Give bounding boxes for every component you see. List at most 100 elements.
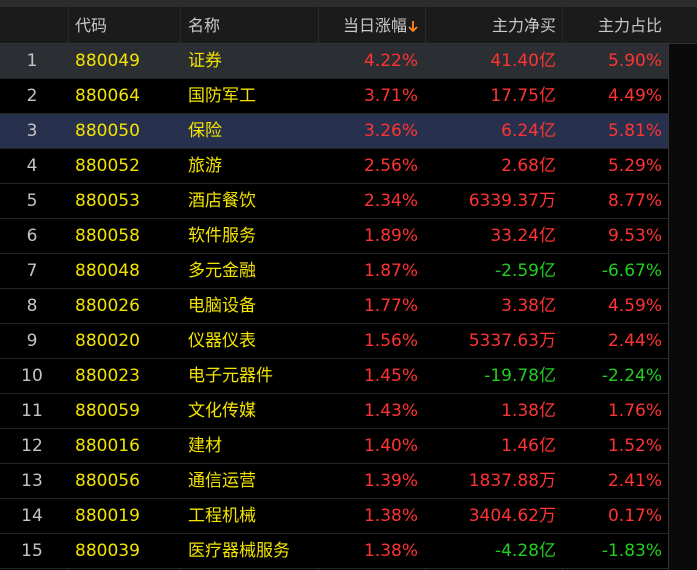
ratio-cell: 4.49% <box>607 86 662 106</box>
code-cell: 880058 <box>75 226 140 246</box>
table-row[interactable] <box>0 44 668 79</box>
net-buy-cell: 3404.62万 <box>468 506 556 526</box>
net-buy-cell: 1837.88万 <box>468 471 556 491</box>
net-buy-cell: 1.46亿 <box>501 436 556 456</box>
row-index-cell: 11 <box>21 401 43 421</box>
code-cell: 880026 <box>75 296 140 316</box>
code-cell: 880049 <box>75 51 140 71</box>
change-cell: 1.40% <box>363 436 418 456</box>
name-cell: 酒店餐饮 <box>188 191 256 211</box>
name-cell: 通信运营 <box>188 471 256 491</box>
name-cell: 保险 <box>188 121 222 141</box>
table-row[interactable] <box>0 394 668 429</box>
code-cell: 880053 <box>75 191 140 211</box>
table-row[interactable] <box>0 324 668 359</box>
header-cell[interactable]: 名称 <box>188 16 221 35</box>
net-buy-cell: 41.40亿 <box>490 51 556 71</box>
sort-arrow <box>408 21 418 33</box>
row-index-cell: 1 <box>26 51 38 71</box>
name-cell: 电脑设备 <box>188 296 256 316</box>
net-buy-cell: 17.75亿 <box>490 86 556 106</box>
ratio-cell: 0.17% <box>607 506 662 526</box>
header-row <box>0 7 697 44</box>
name-cell: 软件服务 <box>188 226 256 246</box>
row-index-cell: 5 <box>26 191 38 211</box>
name-cell: 国防军工 <box>188 86 256 106</box>
table-row[interactable] <box>0 219 668 254</box>
header-cell[interactable]: 当日涨幅 <box>342 16 407 35</box>
change-cell: 1.39% <box>363 471 418 491</box>
table-row[interactable] <box>0 429 668 464</box>
change-cell: 1.56% <box>363 331 418 351</box>
row-index-cell: 4 <box>26 156 38 176</box>
change-cell: 1.43% <box>363 401 418 421</box>
table-row[interactable] <box>0 79 668 114</box>
change-cell: 2.56% <box>363 156 418 176</box>
table-row[interactable] <box>0 499 668 534</box>
code-cell: 880052 <box>75 156 140 176</box>
table-row[interactable] <box>0 149 668 184</box>
code-cell: 880016 <box>75 436 140 456</box>
change-cell: 2.34% <box>363 191 418 211</box>
ratio-cell: -6.67% <box>601 261 662 281</box>
ratio-cell: 2.41% <box>607 471 662 491</box>
code-cell: 880023 <box>75 366 140 386</box>
net-buy-cell: 2.68亿 <box>501 156 556 176</box>
row-index-cell: 3 <box>26 121 38 141</box>
table-row[interactable] <box>0 534 668 569</box>
code-cell: 880039 <box>75 541 140 561</box>
name-cell: 文化传媒 <box>188 401 256 421</box>
code-cell: 880056 <box>75 471 140 491</box>
name-cell: 仪器仪表 <box>188 331 256 351</box>
name-cell: 电子元器件 <box>188 366 273 386</box>
change-cell: 4.22% <box>363 51 418 71</box>
row-index-cell: 12 <box>21 436 43 456</box>
code-cell: 880050 <box>75 121 140 141</box>
net-buy-cell: -2.59亿 <box>495 261 556 281</box>
ratio-cell: 1.76% <box>607 401 662 421</box>
change-cell: 1.38% <box>363 506 418 526</box>
name-cell: 建材 <box>188 436 222 456</box>
name-cell: 旅游 <box>188 156 222 176</box>
net-buy-cell: 5337.63万 <box>468 331 556 351</box>
change-cell: 1.89% <box>363 226 418 246</box>
ratio-cell: 4.59% <box>607 296 662 316</box>
net-buy-cell: 3.38亿 <box>501 296 556 316</box>
row-index-cell: 13 <box>21 471 43 491</box>
row-index-cell: 7 <box>26 261 38 281</box>
table-row[interactable] <box>0 254 668 289</box>
code-cell: 880020 <box>75 331 140 351</box>
header-cell[interactable]: 主力净买 <box>491 16 556 35</box>
ratio-cell: 5.29% <box>607 156 662 176</box>
row-index-cell: 6 <box>26 226 38 246</box>
net-buy-cell: -4.28亿 <box>495 541 556 561</box>
header-cell[interactable]: 主力占比 <box>597 16 662 35</box>
change-cell: 3.26% <box>363 121 418 141</box>
name-cell: 医疗器械服务 <box>188 541 290 561</box>
table-row[interactable] <box>0 359 668 394</box>
table-row[interactable] <box>0 114 668 149</box>
ratio-cell: -2.24% <box>601 366 662 386</box>
table-row[interactable] <box>0 289 668 324</box>
row-index-cell: 9 <box>26 331 38 351</box>
row-index-cell: 2 <box>26 86 38 106</box>
net-buy-cell: 6.24亿 <box>501 121 556 141</box>
ratio-cell: 5.90% <box>607 51 662 71</box>
header-cell[interactable]: 代码 <box>75 16 108 35</box>
row-index-cell: 10 <box>21 366 43 386</box>
ratio-cell: 8.77% <box>607 191 662 211</box>
code-cell: 880019 <box>75 506 140 526</box>
net-buy-cell: 6339.37万 <box>468 191 556 211</box>
ratio-cell: -1.83% <box>601 541 662 561</box>
table-row[interactable] <box>0 184 668 219</box>
code-cell: 880064 <box>75 86 140 106</box>
net-buy-cell: -19.78亿 <box>484 366 556 386</box>
net-buy-cell: 33.24亿 <box>490 226 556 246</box>
ratio-cell: 2.44% <box>607 331 662 351</box>
code-cell: 880048 <box>75 261 140 281</box>
change-cell: 1.87% <box>363 261 418 281</box>
table-row[interactable] <box>0 464 668 499</box>
ratio-cell: 5.81% <box>607 121 662 141</box>
ratio-cell: 1.52% <box>607 436 662 456</box>
